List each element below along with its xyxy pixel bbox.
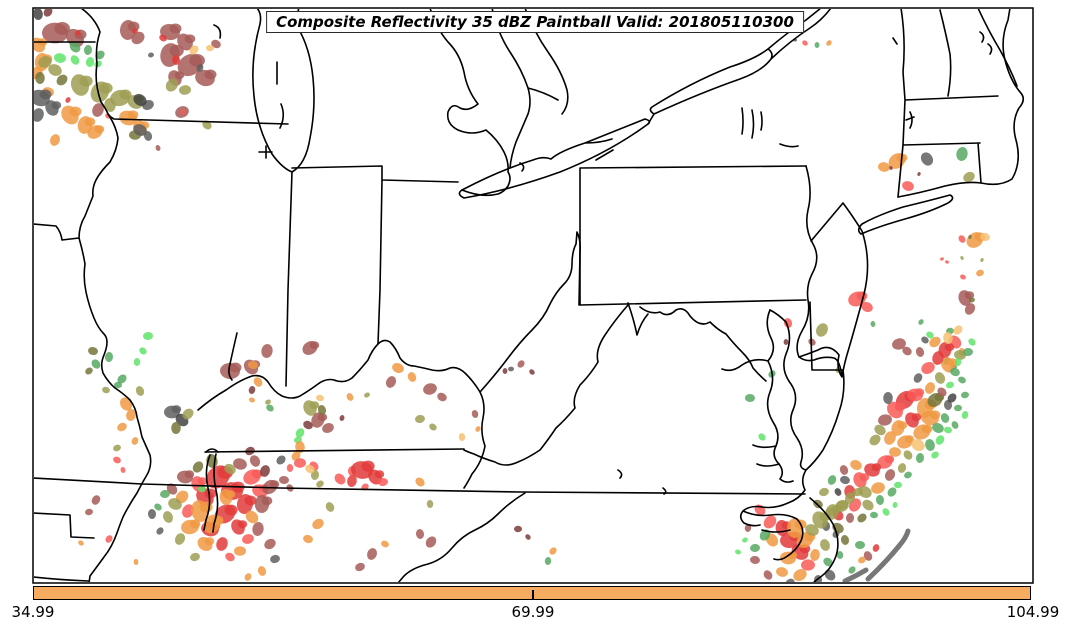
border-il-in bbox=[285, 171, 293, 387]
lake-erie bbox=[458, 118, 651, 199]
border-pa bbox=[579, 149, 807, 306]
border-mi-in-oh bbox=[291, 165, 459, 183]
coast-new-england bbox=[897, 9, 1025, 198]
colorbar-tick-label-center: 69.99 bbox=[511, 603, 555, 621]
border-ia-mo bbox=[34, 223, 80, 241]
lake-michigan-details bbox=[258, 61, 285, 159]
map-small-details bbox=[617, 31, 993, 495]
lake-huron-michigan-shore bbox=[429, 9, 511, 197]
colorbar-center-tick bbox=[532, 590, 534, 599]
border-wv-oh bbox=[479, 231, 581, 393]
map-frame bbox=[32, 7, 1034, 584]
colorbar bbox=[33, 586, 1031, 600]
colorbar-tick-label-left: 34.99 bbox=[11, 603, 55, 621]
paintball-blobs bbox=[34, 9, 990, 582]
border-in-oh bbox=[377, 179, 383, 345]
river-potomac bbox=[627, 302, 767, 382]
state-boundaries bbox=[34, 9, 1025, 582]
long-island bbox=[857, 194, 954, 235]
borders-new-england bbox=[897, 9, 1018, 198]
chesapeake-bay-west bbox=[721, 309, 794, 483]
border-wv-va bbox=[463, 304, 629, 466]
river-delaware bbox=[796, 165, 818, 358]
river-ohio bbox=[197, 339, 486, 489]
colorbar-tick-label-right: 104.99 bbox=[1006, 603, 1060, 621]
border-bottom-left bbox=[34, 576, 89, 582]
river-tennessee bbox=[203, 332, 238, 533]
river-mississippi bbox=[78, 113, 152, 582]
delmarva-peninsula bbox=[769, 301, 845, 471]
map-title: Composite Reflectivity 35 dBZ Paintball … bbox=[266, 11, 804, 33]
lake-ontario bbox=[647, 9, 832, 125]
lake-michigan bbox=[213, 9, 315, 173]
border-ky-tn-south bbox=[34, 448, 806, 582]
border-mo-bootheel bbox=[34, 512, 95, 539]
coast-va-nc bbox=[739, 469, 839, 582]
border-nj bbox=[798, 202, 869, 378]
